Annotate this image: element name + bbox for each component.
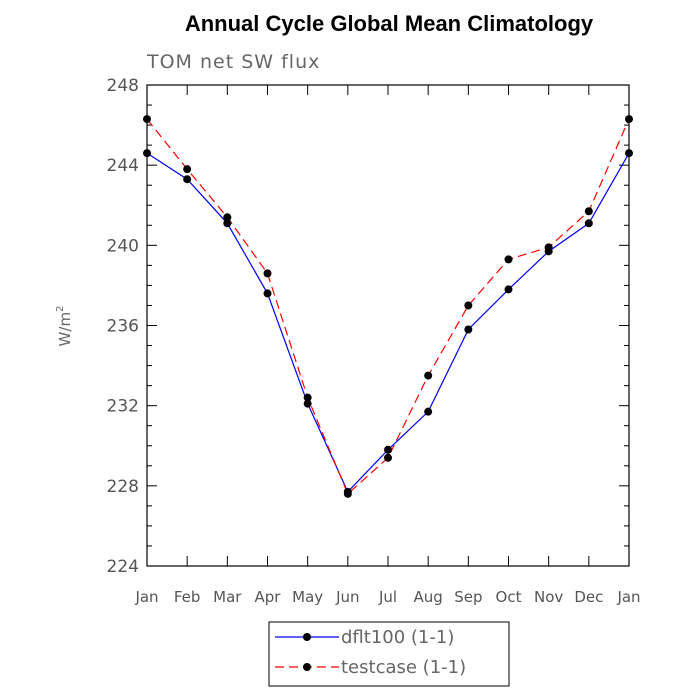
series-1-point — [424, 371, 433, 380]
y-tick-labels: 224 228 232 236 240 244 248 — [107, 76, 139, 577]
series-0-point — [625, 149, 633, 158]
y-tick-label: 232 — [107, 397, 139, 417]
series-line-0 — [146, 152, 630, 493]
y-tick-label: 228 — [107, 477, 139, 497]
axis-ticks — [146, 84, 630, 567]
legend-box — [268, 621, 510, 687]
series-1-point — [183, 165, 192, 174]
y-axis-label: W/m2 — [55, 306, 74, 347]
series-0-point — [183, 175, 192, 184]
series-0-point — [303, 399, 312, 408]
x-tick-label: Jul — [378, 588, 397, 606]
legend: dflt100 (1-1) testcase (1-1) — [268, 621, 510, 687]
y-tick-label: 240 — [107, 236, 139, 256]
x-tick-label: May — [292, 588, 323, 606]
y-tick-label: 244 — [107, 156, 139, 176]
series-1-point — [263, 269, 272, 278]
series-0-point — [424, 407, 433, 416]
x-tick-label: Jan — [134, 588, 158, 606]
x-tick-label: Jan — [616, 588, 640, 606]
series-0-point — [263, 289, 272, 298]
series-0-point — [584, 219, 593, 228]
series-layer — [143, 115, 633, 498]
x-tick-label: Apr — [255, 588, 282, 606]
y-tick-label: 248 — [107, 76, 139, 96]
x-tick-label: Sep — [454, 588, 482, 606]
legend-label-dflt100: dflt100 (1-1) — [341, 627, 454, 648]
x-tick-label: Oct — [496, 588, 522, 606]
x-tick-label: Dec — [574, 588, 603, 606]
series-1-point — [584, 207, 593, 216]
series-1-point — [303, 393, 312, 402]
series-line-1 — [146, 118, 630, 495]
x-tick-label: Nov — [534, 588, 563, 606]
legend-marker-dflt100 — [303, 633, 311, 641]
x-tick-labels: Jan Feb Mar Apr May Jun Jul Aug Sep Oct Nov Dec Jan — [134, 588, 640, 606]
legend-marker-testcase — [303, 663, 311, 671]
series-0-point — [143, 149, 151, 158]
series-0-point — [464, 325, 473, 334]
series-1-point — [544, 243, 553, 252]
series-1-point — [464, 301, 473, 310]
y-tick-label: 236 — [107, 317, 139, 337]
chart-subtitle: TOM net SW flux — [146, 51, 320, 73]
plot-frame — [146, 84, 630, 567]
series-0-point — [384, 445, 392, 454]
series-0-point — [504, 285, 513, 294]
series-1-point — [223, 213, 232, 222]
x-tick-label: Feb — [174, 588, 201, 606]
x-tick-label: Aug — [414, 588, 443, 606]
x-tick-label: Jun — [335, 588, 359, 606]
series-1-point — [143, 115, 151, 124]
x-tick-label: Mar — [213, 588, 242, 606]
chart-title: Annual Cycle Global Mean Climatology — [185, 11, 594, 36]
series-1-point — [625, 115, 633, 124]
series-1-point — [343, 489, 352, 498]
series-1-point — [504, 255, 513, 264]
legend-label-testcase: testcase (1-1) — [341, 657, 466, 678]
series-1-point — [384, 453, 392, 462]
series-0-point — [223, 219, 232, 228]
y-tick-label: 224 — [107, 557, 139, 577]
